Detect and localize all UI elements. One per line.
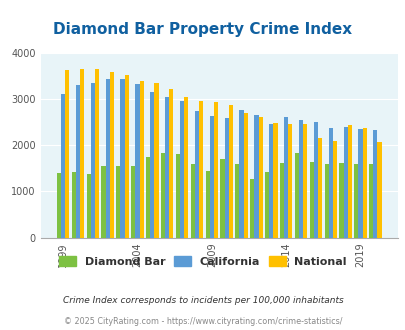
Bar <box>72 172 76 238</box>
Bar <box>313 122 317 238</box>
Bar <box>303 124 307 238</box>
Bar <box>194 111 198 238</box>
Bar <box>298 120 303 238</box>
Bar <box>109 72 114 238</box>
Bar <box>165 97 169 238</box>
Bar <box>150 92 154 238</box>
Bar <box>264 172 269 238</box>
Bar <box>184 97 188 238</box>
Bar <box>309 162 313 238</box>
Text: Crime Index corresponds to incidents per 100,000 inhabitants: Crime Index corresponds to incidents per… <box>62 296 343 305</box>
Bar <box>362 128 366 238</box>
Bar <box>154 83 158 238</box>
Bar <box>317 138 321 238</box>
Bar <box>269 124 273 238</box>
Bar <box>294 152 298 238</box>
Bar <box>120 79 124 238</box>
Bar <box>372 130 377 238</box>
Bar <box>76 85 80 238</box>
Bar <box>86 174 91 238</box>
Bar <box>249 179 254 238</box>
Bar <box>339 163 343 238</box>
Bar <box>160 152 165 238</box>
Bar <box>254 115 258 238</box>
Bar <box>179 101 184 238</box>
Bar <box>343 127 347 238</box>
Bar <box>95 69 99 238</box>
Text: Diamond Bar Property Crime Index: Diamond Bar Property Crime Index <box>53 22 352 37</box>
Bar <box>124 76 128 238</box>
Bar <box>347 125 351 238</box>
Bar <box>288 124 292 238</box>
Legend: Diamond Bar, California, National: Diamond Bar, California, National <box>54 252 351 272</box>
Bar <box>80 69 84 238</box>
Bar <box>139 81 143 238</box>
Bar <box>220 159 224 238</box>
Bar <box>209 115 213 238</box>
Bar <box>169 89 173 238</box>
Bar <box>205 171 209 238</box>
Bar <box>131 166 135 238</box>
Bar <box>243 113 247 238</box>
Bar <box>101 166 105 238</box>
Bar <box>190 164 194 238</box>
Bar <box>328 128 332 238</box>
Bar <box>354 164 358 238</box>
Bar <box>57 173 61 238</box>
Bar <box>146 157 150 238</box>
Bar <box>175 154 179 238</box>
Bar <box>273 122 277 238</box>
Bar <box>239 110 243 238</box>
Bar <box>358 129 362 238</box>
Bar <box>368 164 372 238</box>
Bar <box>198 101 202 238</box>
Bar <box>279 163 283 238</box>
Bar <box>116 166 120 238</box>
Bar <box>91 83 95 238</box>
Bar <box>61 94 65 238</box>
Bar <box>224 118 228 238</box>
Bar <box>65 70 69 238</box>
Bar <box>235 164 239 238</box>
Bar <box>332 141 336 238</box>
Bar <box>377 142 381 238</box>
Text: © 2025 CityRating.com - https://www.cityrating.com/crime-statistics/: © 2025 CityRating.com - https://www.city… <box>64 317 341 326</box>
Bar <box>324 164 328 238</box>
Bar <box>228 105 232 238</box>
Bar <box>213 102 217 238</box>
Bar <box>258 117 262 238</box>
Bar <box>284 116 288 238</box>
Bar <box>135 84 139 238</box>
Bar <box>105 79 109 238</box>
